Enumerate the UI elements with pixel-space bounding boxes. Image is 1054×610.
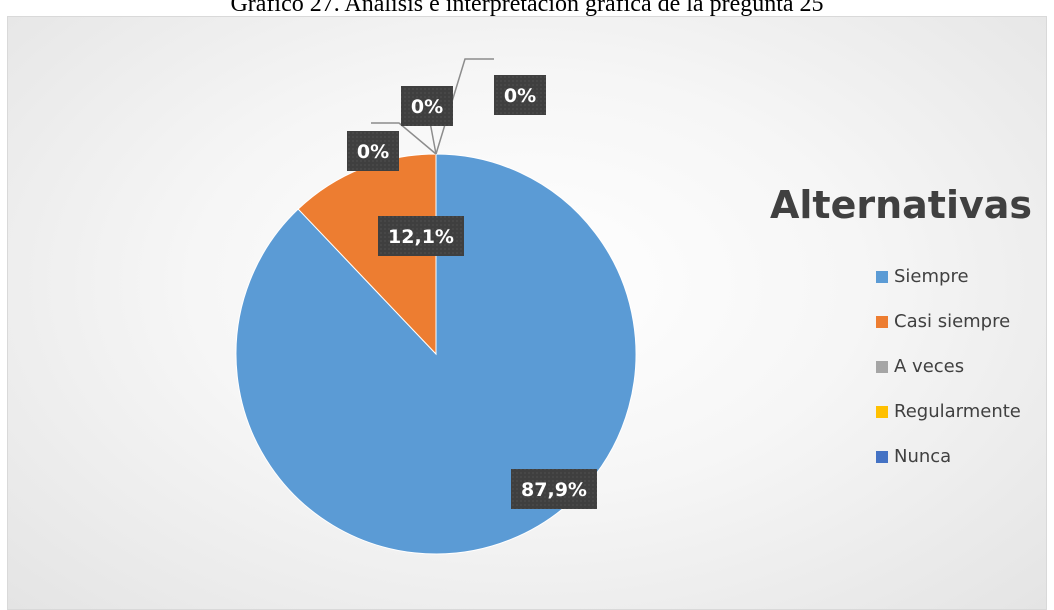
legend-swatch-siempre [876,270,888,283]
legend-swatch-a-veces [876,360,888,373]
legend-label-nunca: Nunca [894,446,952,467]
data-label-nunca: 0% [504,85,536,107]
legend-swatch-nunca [876,450,888,463]
data-label-siempre: 87,9% [521,479,587,501]
legend-item-regularmente: Regularmente [876,389,1021,434]
data-label-box-a-veces [347,131,399,171]
data-label-box-siempre [511,469,597,509]
data-label-box-nunca [494,75,546,115]
legend: Siempre Casi siempre A veces Regularment… [876,254,1021,479]
legend-item-nunca: Nunca [876,434,1021,479]
data-label-regularmente: 0% [411,96,443,118]
figure-caption: Gráfico 27. Análisis e interpretación gr… [230,0,824,17]
data-label-a-veces: 0% [357,141,389,163]
pie-slice-siempre [235,153,637,555]
data-label-casi-siempre: 12,1% [388,226,454,248]
legend-label-regularmente: Regularmente [894,401,1021,422]
legend-label-siempre: Siempre [894,266,969,287]
legend-swatch-regularmente [876,405,888,418]
legend-item-siempre: Siempre [876,254,1021,299]
legend-item-a-veces: A veces [876,344,1021,389]
legend-label-a-veces: A veces [894,356,965,377]
data-label-box-regularmente [401,86,453,126]
data-label-box-casi-siempre [378,216,464,256]
legend-swatch-casi-siempre [876,315,888,328]
legend-item-casi-siempre: Casi siempre [876,299,1021,344]
legend-label-casi-siempre: Casi siempre [894,311,1011,332]
leader-line-a-veces [371,122,437,155]
legend-title: Alternativas [770,183,1033,227]
